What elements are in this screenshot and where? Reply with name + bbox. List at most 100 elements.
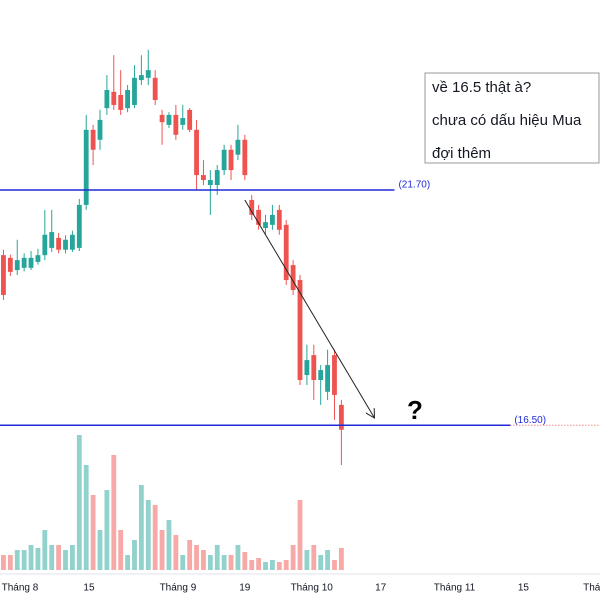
candle-body bbox=[49, 232, 55, 248]
x-tick-label: 15 bbox=[83, 583, 95, 594]
candle-body bbox=[125, 90, 130, 109]
candle-body bbox=[145, 70, 151, 78]
candle-body bbox=[297, 280, 303, 380]
level-label: (16.50) bbox=[514, 415, 546, 426]
candle-body bbox=[111, 91, 117, 105]
candle-body bbox=[42, 234, 48, 256]
candle-body bbox=[159, 114, 165, 123]
volume-bar bbox=[207, 555, 213, 570]
volume-bar bbox=[138, 485, 144, 570]
volume-bar bbox=[242, 552, 248, 570]
annotation-line: chưa có dấu hiệu Mua bbox=[432, 112, 582, 129]
volume-bar bbox=[318, 555, 324, 570]
annotation-line: về 16.5 thật à? bbox=[432, 79, 531, 96]
volume-bar bbox=[201, 550, 206, 570]
candle-body bbox=[283, 224, 289, 281]
candle-body bbox=[56, 237, 62, 250]
candle-body bbox=[290, 265, 296, 290]
volume-bar bbox=[166, 520, 172, 570]
x-tick-label: Tháng 8 bbox=[2, 583, 39, 594]
volume-bar bbox=[104, 490, 110, 570]
candle-body bbox=[104, 90, 110, 109]
candle-body bbox=[235, 139, 241, 155]
volume-bar bbox=[173, 535, 179, 570]
volume-bar bbox=[311, 545, 317, 570]
x-tick-label: 17 bbox=[375, 583, 387, 594]
question-mark: ? bbox=[407, 395, 423, 425]
candle-body bbox=[194, 129, 199, 176]
volume-bar bbox=[42, 530, 48, 570]
volume-bar bbox=[70, 545, 75, 570]
volume-bar bbox=[97, 530, 103, 570]
volume-bar bbox=[290, 545, 296, 570]
volume-bar bbox=[28, 545, 34, 570]
candle-body bbox=[228, 149, 234, 171]
volume-bar bbox=[7, 555, 13, 570]
candle-body bbox=[276, 209, 282, 230]
candle-body bbox=[242, 139, 248, 176]
volume-bar bbox=[76, 435, 82, 570]
candle-body bbox=[173, 114, 179, 135]
volume-bar bbox=[132, 540, 137, 570]
volume-bar bbox=[159, 530, 165, 570]
x-tick-label: Tháng 10 bbox=[291, 583, 334, 594]
volume-bar bbox=[263, 562, 268, 570]
candle-body bbox=[270, 214, 275, 225]
candle-body bbox=[187, 109, 193, 130]
candle-body bbox=[21, 257, 27, 268]
candle-body bbox=[166, 114, 172, 125]
candle-body bbox=[249, 199, 255, 215]
volume-bar bbox=[111, 455, 117, 570]
volume-bar bbox=[304, 550, 310, 570]
candle-body bbox=[256, 209, 262, 225]
volume-bar bbox=[118, 530, 124, 570]
candle-body bbox=[180, 118, 186, 125]
candle-body bbox=[221, 149, 227, 171]
candle-body bbox=[118, 95, 124, 110]
candle-body bbox=[263, 222, 268, 228]
candle-body bbox=[7, 257, 13, 272]
volume-bar bbox=[21, 550, 27, 570]
candle-body bbox=[332, 355, 337, 395]
candle-body bbox=[214, 170, 220, 186]
candle-body bbox=[201, 175, 206, 181]
volume-bar bbox=[125, 555, 130, 570]
candle-body bbox=[338, 404, 344, 430]
volume-bar bbox=[235, 545, 241, 570]
volume-bar bbox=[49, 545, 55, 570]
annotation-line: đợi thêm bbox=[432, 145, 491, 162]
x-tick-label: Thá bbox=[583, 583, 600, 594]
x-tick-label: Tháng 9 bbox=[160, 583, 197, 594]
annotation-box bbox=[424, 72, 600, 164]
candle-body bbox=[132, 77, 137, 105]
volume-bar bbox=[221, 555, 227, 570]
volume-bar bbox=[145, 500, 151, 570]
candle-body bbox=[14, 260, 20, 271]
volume-bar bbox=[276, 562, 282, 570]
candle-body bbox=[207, 180, 213, 186]
candle-body bbox=[63, 239, 68, 250]
volume-bar bbox=[270, 560, 275, 570]
volume-bar bbox=[338, 548, 344, 570]
candle-body bbox=[304, 360, 310, 376]
volume-bar bbox=[194, 545, 199, 570]
volume-bar bbox=[83, 465, 89, 570]
candle-body bbox=[325, 365, 330, 392]
volume-bar bbox=[56, 545, 62, 570]
candle-body bbox=[152, 77, 158, 100]
volume-bar bbox=[256, 558, 262, 570]
volume-bar bbox=[1, 555, 6, 570]
candle-body bbox=[311, 355, 317, 380]
volume-bar bbox=[249, 560, 255, 570]
candle-body bbox=[1, 255, 6, 295]
candle-body bbox=[97, 119, 103, 140]
candle-body bbox=[90, 129, 96, 150]
candle-body bbox=[28, 257, 34, 268]
candle-body bbox=[138, 75, 144, 81]
candle-body bbox=[70, 234, 75, 250]
x-tick-label: 15 bbox=[518, 583, 530, 594]
volume-bar bbox=[325, 550, 330, 570]
volume-bar bbox=[283, 560, 289, 570]
volume-bar bbox=[187, 540, 193, 570]
